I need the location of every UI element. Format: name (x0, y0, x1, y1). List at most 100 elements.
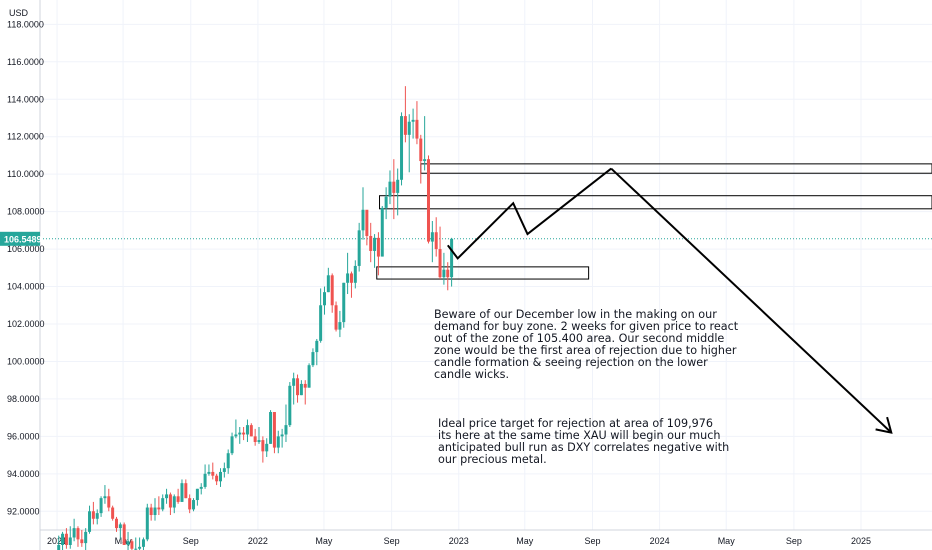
candle (319, 288, 323, 343)
candle (434, 217, 438, 257)
candle (130, 539, 134, 550)
candle (315, 338, 319, 366)
candle-body (403, 116, 407, 135)
candle (392, 159, 396, 220)
candle-body (365, 209, 369, 236)
candle-body (76, 528, 80, 540)
y-tick-label: 114.0000 (7, 94, 44, 104)
candle-body (192, 500, 196, 510)
candle-body (207, 471, 211, 474)
candle-body (430, 232, 434, 242)
x-tick-label: 2021 (47, 536, 67, 546)
candle-body (415, 119, 419, 139)
candle (91, 501, 95, 525)
annotation-line: out of the zone of 105.400 area. Our sec… (434, 332, 724, 345)
candle-body (157, 507, 161, 510)
candle (450, 237, 454, 287)
candles (57, 86, 454, 550)
candle (373, 234, 377, 268)
annotation-line: candle wicks. (434, 368, 509, 381)
candle-body (161, 498, 165, 510)
candle-body (72, 528, 76, 538)
candle (138, 537, 142, 550)
annotation-line: candle formation & seeing rejection on t… (434, 356, 708, 369)
candle (384, 187, 388, 220)
last-price[interactable]: 106.5489 (0, 231, 42, 246)
y-tick-label: 112.0000 (7, 132, 44, 142)
annotation-line: zone would be the first area of rejectio… (434, 344, 737, 357)
candle (172, 494, 176, 514)
candle (111, 505, 115, 521)
candle-body (299, 383, 303, 396)
candle (272, 412, 276, 454)
candle-body (145, 507, 149, 540)
candle (353, 260, 357, 289)
candle-body (253, 436, 257, 442)
candle-body (315, 340, 319, 353)
candle (245, 419, 249, 442)
candle-body (184, 483, 188, 499)
candle (322, 286, 326, 315)
candle (211, 462, 215, 480)
candle (61, 531, 65, 550)
candle-body (215, 475, 219, 482)
candle-body (357, 230, 361, 266)
candle (157, 496, 161, 516)
candle (218, 468, 222, 487)
candle (88, 505, 92, 534)
candle (165, 488, 169, 504)
candle (188, 494, 192, 514)
y-tick-label: 100.0000 (7, 356, 45, 366)
candle (407, 114, 411, 173)
candle (396, 168, 400, 216)
candle-body (107, 496, 111, 508)
candle (141, 537, 145, 550)
candle-body (426, 159, 430, 242)
y-tick-label: 108.0000 (7, 207, 45, 217)
candle (330, 273, 334, 313)
candle-body (322, 292, 326, 306)
candle-body (423, 159, 427, 162)
candle-body (180, 483, 184, 502)
candle-body (434, 232, 438, 250)
candle-body (288, 385, 292, 426)
candle (303, 380, 307, 405)
candle-body (88, 511, 92, 532)
axis-unit-label: USD (9, 8, 29, 18)
candle (296, 374, 300, 403)
candle (118, 522, 122, 540)
candle (149, 503, 153, 521)
candle-body (353, 265, 357, 283)
candle (80, 530, 84, 547)
y-tick-label: 98.0000 (7, 394, 40, 404)
annotation-line: Ideal price target for rejection at area… (438, 417, 713, 430)
annotation-line: Beware of our December low in the making… (434, 308, 717, 321)
candle (242, 426, 246, 441)
candle-body (64, 533, 68, 545)
candle (326, 267, 330, 293)
candle-body (138, 546, 142, 549)
candle-body (168, 494, 172, 508)
x-tick-label: 2024 (650, 536, 670, 546)
x-tick-label: Sep (786, 536, 802, 546)
candle (195, 488, 199, 506)
candle-body (284, 425, 288, 435)
candle-body (111, 507, 115, 519)
candle-body (95, 513, 99, 519)
candle (400, 112, 404, 186)
candle-body (376, 237, 380, 257)
x-tick-label: Sep (384, 536, 400, 546)
zone-rectangle (420, 163, 932, 174)
y-tick-label: 104.0000 (7, 282, 45, 292)
candle (126, 531, 130, 550)
candle (365, 209, 369, 246)
candle (99, 496, 103, 517)
annotations: Beware of our December low in the making… (434, 308, 739, 466)
candle-body (242, 432, 246, 435)
candle-body (269, 412, 273, 444)
candle-body (446, 269, 450, 278)
candle-body (222, 468, 226, 472)
candle (199, 483, 203, 495)
annotation-text: Beware of our December low in the making… (434, 308, 739, 381)
